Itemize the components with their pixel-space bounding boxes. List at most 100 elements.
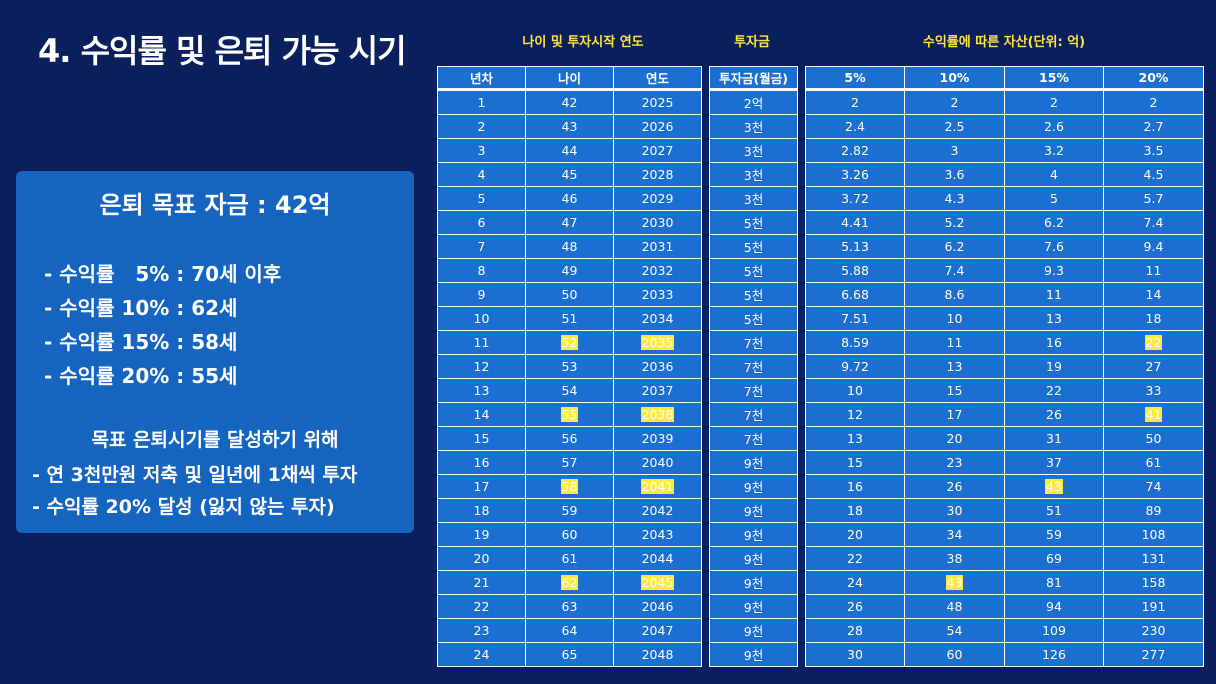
cell-value: 38 [946,551,963,566]
table-cell: 43 [525,114,614,139]
table-cell: 11 [1103,258,1204,283]
cell-value: 3.2 [1044,143,1064,158]
cell-value: 30 [847,647,863,662]
table-row: 5.88 7.4 9.3 11 [805,258,1204,283]
cell-value: 9천 [743,648,764,663]
table-cell: 26 [1004,402,1104,427]
cell-value: 2028 [641,167,674,182]
cell-value: 13 [946,359,963,374]
table-row: 20 61 2044 [437,546,702,571]
table-row: 5 46 2029 [437,186,702,211]
table-row: 5천 [709,306,798,331]
table-cell: 47 [525,210,614,235]
cell-value: 5 [1050,191,1058,206]
cell-value: 2034 [641,311,674,326]
cell-value: 6 [477,215,486,230]
cell-value: 13 [847,431,863,446]
cell-value: 6.2 [1044,215,1064,230]
table-cell: 23 [437,618,526,643]
cell-value: 8.6 [944,287,965,302]
table-cell: 5천 [709,258,798,283]
cell-value: 2.4 [845,119,865,134]
table-cell: 24 [437,642,526,667]
cell-value: 9천 [743,528,764,543]
cell-value: 33 [1145,383,1162,398]
cell-value: 7천 [743,432,764,447]
cell-value: 15 [946,383,963,398]
cell-value: 5천 [743,288,764,303]
table-cell: 26 [904,474,1005,499]
cell-value: 14 [1145,287,1162,302]
table-cell: 10 [805,378,905,403]
table-cell: 2044 [613,546,702,571]
cell-value: 2033 [641,287,674,302]
table-row: 8.59 11 16 22 [805,330,1204,355]
age-year-table: 년차 나이 연도 1 42 2025 2 43 2026 3 44 2027 4 45 2028 5 46 202… [437,66,702,667]
cell-value: 2037 [641,383,674,398]
cell-value: 109 [1042,623,1066,638]
table-row: 30 60 126 277 [805,642,1204,667]
cell-value: 10 [946,311,963,326]
table-row: 28 54 109 230 [805,618,1204,643]
highlighted-value: 52 [560,335,579,350]
table-cell: 109 [1004,618,1104,643]
cell-value: 2.82 [841,143,869,158]
cell-value: 26 [847,599,863,614]
table-cell: 53 [525,354,614,379]
cell-value: 7.4 [944,263,965,278]
cell-value: 9천 [743,624,764,639]
table-cell: 24 [805,570,905,595]
cell-value: 2026 [641,119,674,134]
cell-value: 11 [473,335,490,350]
table-row: 9천 [709,594,798,619]
cell-value: 20 [473,551,490,566]
table-row: 9천 [709,570,798,595]
table-cell: 2047 [613,618,702,643]
table-row: 5천 [709,282,798,307]
table-row: 6 47 2030 [437,210,702,235]
table-cell: 30 [904,498,1005,523]
table-cell: 34 [904,522,1005,547]
highlighted-value: 41 [1144,407,1163,422]
table-row: 9천 [709,522,798,547]
table-cell: 14 [1103,282,1204,307]
table-cell: 4.41 [805,210,905,235]
cell-value: 5.88 [841,263,869,278]
highlighted-value: 43 [945,575,964,590]
cell-value: 34 [946,527,963,542]
table-cell: 5.2 [904,210,1005,235]
cell-value: 9천 [743,480,764,495]
assets-header: 수익률에 따른 자산(단위: 억) [922,35,1086,50]
table-cell: 56 [525,426,614,451]
table-cell: 44 [525,138,614,163]
scenario-item: - 수익률 5% : 70세 이후 [44,262,282,286]
table-cell: 7.4 [904,258,1005,283]
cell-value: 1 [477,95,486,110]
table-row: 9천 [709,618,798,643]
table-row: 8 49 2032 [437,258,702,283]
table-cell: 10 [904,306,1005,331]
table-cell: 46 [525,186,614,211]
table-cell: 20 [904,426,1005,451]
cell-value: 49 [561,263,578,278]
table-cell: 5천 [709,210,798,235]
table-row: 23 64 2047 [437,618,702,643]
highlighted-value: 2041 [640,479,675,494]
table-row: 4.41 5.2 6.2 7.4 [805,210,1204,235]
table-cell: 30 [805,642,905,667]
table-cell: 2032 [613,258,702,283]
table-row: 15 23 37 61 [805,450,1204,475]
table-cell: 20 [437,546,526,571]
table-cell: 16 [1004,330,1104,355]
cell-value: 45 [561,167,578,182]
cell-value: 50 [1145,431,1162,446]
table-row: 17 58 2041 [437,474,702,499]
cell-value: 15 [473,431,490,446]
table-cell: 15 [805,450,905,475]
table-cell: 15 [437,426,526,451]
table-cell: 3.6 [904,162,1005,187]
table-cell: 16 [437,450,526,475]
table-cell: 3천 [709,114,798,139]
table-cell: 3 [437,138,526,163]
table-row: 22 63 2046 [437,594,702,619]
